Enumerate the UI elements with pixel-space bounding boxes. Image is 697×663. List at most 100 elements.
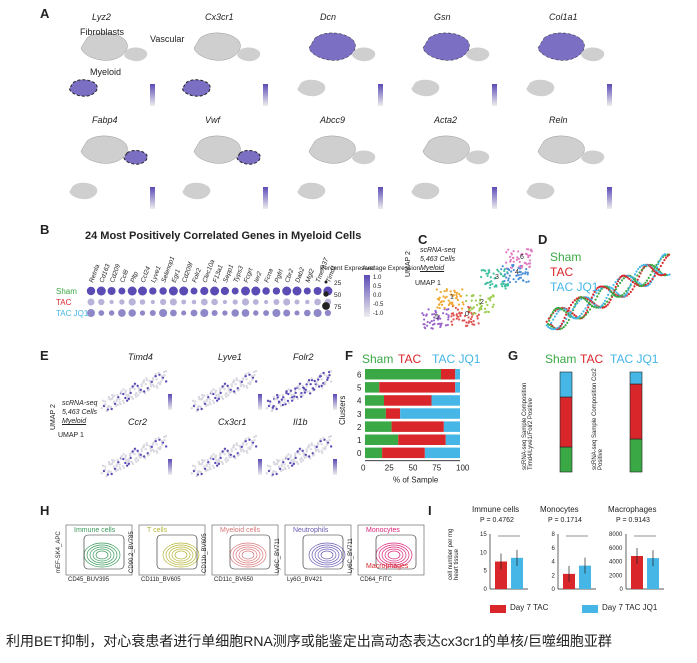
y-axis-label: cell number per mg heart tissue: [448, 528, 460, 580]
umap-point: [651, 277, 654, 280]
tick-label-x: 25: [385, 464, 394, 473]
umap-point: [436, 306, 439, 309]
umap-point: [251, 378, 254, 381]
umap-point: [554, 327, 557, 331]
umap-point: [469, 318, 473, 321]
umap-point: [509, 258, 512, 262]
bar-segment: [559, 371, 573, 398]
umap-point: [122, 453, 125, 456]
legend-tac: TAC: [580, 352, 604, 366]
umap-point: [663, 273, 667, 276]
umap-point: [281, 393, 284, 397]
tick-label-x: 75: [432, 464, 441, 473]
density-contour: [320, 550, 334, 560]
umap-point: [294, 456, 297, 460]
legend-sham: Sham: [545, 352, 577, 366]
panel-a-letter: A: [40, 6, 50, 21]
gene-label-vwf: Vwf: [205, 115, 221, 125]
dot-plot-point: [118, 309, 126, 317]
expression-colorbar: [263, 84, 268, 106]
umap-point: [125, 458, 128, 462]
tick-label-y: 4000: [609, 560, 623, 566]
umap-point: [471, 323, 474, 326]
umap-point: [219, 387, 222, 390]
p-value: P = 0.4762: [480, 517, 514, 524]
expression-colorbar: [492, 84, 497, 106]
umap-point: [296, 450, 299, 453]
umap-point: [149, 385, 153, 388]
umap-point: [325, 374, 329, 378]
umap-point: [668, 253, 671, 256]
umap-point: [130, 460, 134, 464]
umap-point: [240, 445, 243, 449]
umap-point: [316, 443, 320, 446]
umap-point: [201, 396, 204, 399]
umap-point: [228, 391, 232, 394]
umap-point: [445, 289, 448, 292]
umap-point: [445, 312, 448, 316]
umap-point: [220, 460, 224, 464]
density-contour: [384, 548, 404, 562]
umap-point: [510, 270, 513, 273]
umap-point: [300, 460, 303, 463]
umap-point: [221, 397, 225, 401]
umap-point: [624, 293, 628, 296]
bar-segment: [424, 447, 460, 459]
umap-point: [483, 307, 487, 310]
umap-point: [457, 303, 461, 306]
umap-point: [140, 383, 143, 386]
umap-point: [130, 395, 134, 399]
umap-point: [112, 465, 116, 468]
umap-point: [440, 303, 444, 306]
umap-blob: [466, 150, 490, 165]
bar-segment: [431, 395, 460, 406]
bar: [511, 557, 523, 589]
umap-point: [313, 379, 316, 383]
umap-point: [128, 389, 132, 392]
dot-plot-point: [241, 309, 250, 317]
umap-point: [298, 452, 301, 456]
umap-point: [456, 298, 459, 301]
umap-point: [111, 461, 114, 464]
umap-point: [644, 283, 647, 287]
umap-point: [151, 378, 155, 381]
umap-point: [573, 313, 576, 317]
umap-point: [556, 307, 559, 310]
dot-plot-point: [87, 298, 95, 306]
umap-point: [252, 435, 256, 439]
umap-point: [439, 290, 442, 294]
umap-point: [479, 294, 482, 297]
umap-point: [582, 310, 585, 313]
umap-point: [154, 437, 157, 441]
umap-point: [226, 394, 230, 397]
umap-point: [308, 457, 312, 460]
bar-segment: [629, 438, 643, 473]
umap-point: [199, 463, 202, 466]
umap-point: [593, 290, 596, 293]
dot-plot-point: [191, 299, 197, 305]
umap-point: [249, 382, 252, 386]
tick-label-x: 0: [361, 464, 366, 473]
umap-point: [155, 384, 158, 388]
umap-point: [227, 387, 231, 390]
umap-point: [530, 248, 533, 251]
umap-point: [452, 314, 455, 317]
umap-point: [644, 281, 647, 284]
umap-tile-reln: [526, 135, 612, 209]
umap-point: [471, 312, 475, 315]
umap-point: [442, 295, 445, 298]
umap-point: [523, 261, 526, 264]
bar-segment: [455, 382, 460, 393]
umap-point: [527, 248, 530, 251]
umap-point: [230, 385, 234, 388]
gene-label-fabp4: Fabp4: [92, 115, 118, 125]
umap-point: [142, 390, 146, 393]
umap-point: [488, 269, 491, 272]
umap-point: [459, 314, 462, 317]
umap-point: [525, 263, 528, 266]
umap-point: [312, 388, 316, 391]
umap-point: [480, 269, 483, 272]
umap-point: [563, 309, 566, 312]
gene-label-timd4: Timd4: [128, 352, 153, 362]
umap-point: [560, 322, 564, 325]
